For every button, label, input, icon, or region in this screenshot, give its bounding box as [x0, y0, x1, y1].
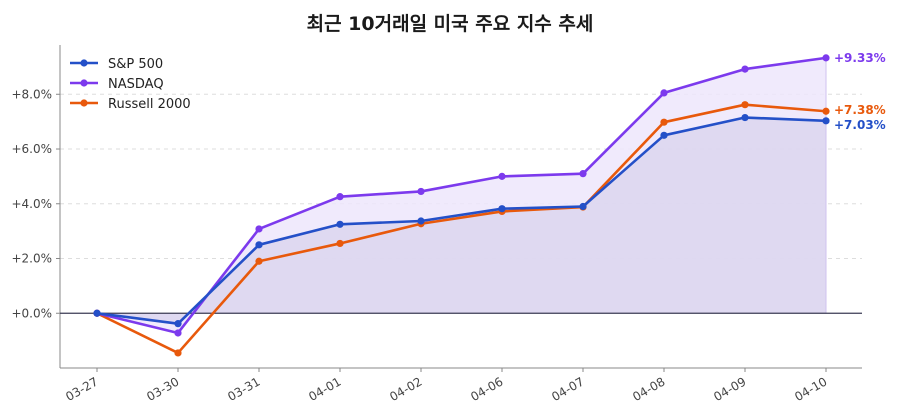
- data-point-s-p-500: [417, 217, 425, 225]
- y-tick-label: +4.0%: [11, 197, 52, 211]
- legend-marker-nasdaq: [80, 79, 88, 87]
- data-point-nasdaq: [498, 172, 506, 180]
- data-point-s-p-500: [660, 131, 668, 139]
- x-tick-label: 04-02: [387, 374, 424, 404]
- data-point-russell-2000: [174, 349, 182, 357]
- legend-label-s-p-500: S&P 500: [108, 57, 163, 72]
- legend-label-russell-2000: Russell 2000: [108, 97, 191, 112]
- x-tick-label: 03-30: [144, 374, 181, 404]
- data-point-nasdaq: [741, 65, 749, 73]
- fill-layer: [97, 57, 827, 333]
- x-tick-label: 04-08: [630, 374, 667, 404]
- legend-marker-russell-2000: [80, 99, 88, 107]
- x-tick-label: 04-09: [711, 374, 748, 404]
- data-point-s-p-500: [579, 202, 587, 211]
- data-point-s-p-500: [498, 205, 506, 213]
- data-point-russell-2000: [822, 107, 830, 115]
- data-point-russell-2000: [255, 257, 263, 265]
- y-tick-label: +0.0%: [11, 306, 52, 320]
- x-tick-label: 03-31: [225, 374, 262, 404]
- data-point-s-p-500: [174, 320, 182, 328]
- data-point-s-p-500: [93, 309, 101, 317]
- series-line-nasdaq: [96, 56, 827, 335]
- x-tick-label: 03-27: [63, 374, 100, 404]
- y-tick-label: +2.0%: [11, 252, 52, 266]
- area-fill-s-p-500: [97, 117, 826, 324]
- data-point-nasdaq: [174, 329, 182, 337]
- x-tick-label: 04-06: [468, 374, 505, 404]
- series-layer: [93, 54, 830, 357]
- data-point-s-p-500: [255, 241, 263, 249]
- data-point-nasdaq: [579, 170, 587, 178]
- x-tick-label: 04-07: [549, 374, 586, 404]
- y-tick-label: +6.0%: [11, 142, 52, 156]
- data-point-s-p-500: [822, 117, 830, 125]
- data-point-nasdaq: [417, 187, 425, 196]
- end-label-s-p-500: +7.03%: [834, 118, 886, 132]
- data-point-russell-2000: [741, 101, 749, 109]
- series-line-russell-2000: [96, 103, 827, 355]
- legend-label-nasdaq: NASDAQ: [108, 77, 164, 92]
- data-point-nasdaq: [660, 89, 668, 97]
- data-point-nasdaq: [822, 54, 830, 62]
- data-point-russell-2000: [660, 118, 668, 126]
- end-label-nasdaq: +9.33%: [834, 51, 886, 65]
- y-tick-label: +8.0%: [11, 87, 52, 101]
- data-point-nasdaq: [255, 225, 263, 233]
- data-point-s-p-500: [336, 220, 344, 228]
- x-tick-label: 04-01: [306, 374, 343, 404]
- end-label-russell-2000: +7.38%: [834, 103, 886, 117]
- x-tick-label: 04-10: [792, 374, 829, 404]
- end-label-layer: +7.03% +9.33% +7.38%: [834, 51, 886, 132]
- legend-marker-s-p-500: [80, 59, 88, 67]
- legend: S&P 500 NASDAQ Russell 2000: [70, 57, 191, 112]
- chart-title: 최근 10거래일 미국 주요 지수 추세: [307, 13, 594, 35]
- data-point-nasdaq: [336, 193, 344, 201]
- data-point-s-p-500: [741, 113, 749, 122]
- data-point-russell-2000: [336, 239, 344, 248]
- series-line-s-p-500: [96, 116, 827, 325]
